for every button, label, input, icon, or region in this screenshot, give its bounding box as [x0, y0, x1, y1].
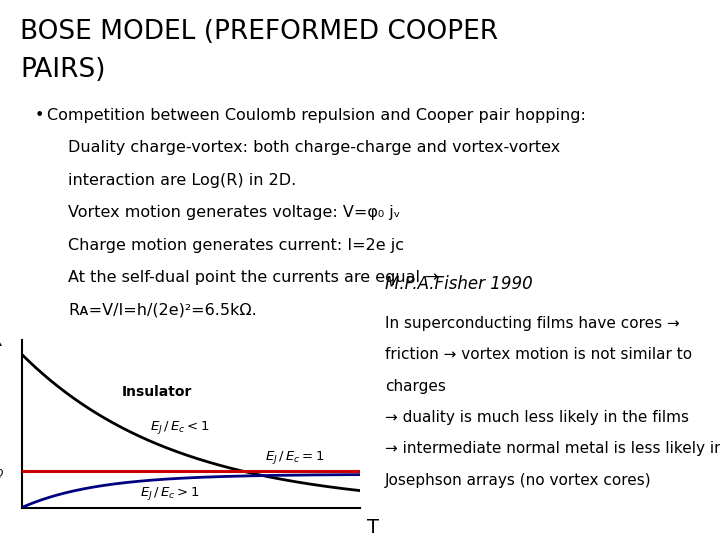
- Text: Charge motion generates current: I=2e jᴄ: Charge motion generates current: I=2e jᴄ: [68, 238, 405, 253]
- Text: Josephson arrays (no vortex cores): Josephson arrays (no vortex cores): [385, 472, 652, 488]
- Text: Insulator: Insulator: [122, 386, 192, 400]
- Text: $E_J\,/\,E_c > 1$: $E_J\,/\,E_c > 1$: [140, 485, 199, 502]
- Text: $E_J\,/\,E_c = 1$: $E_J\,/\,E_c = 1$: [265, 449, 325, 467]
- Text: interaction are Log(R) in 2D.: interaction are Log(R) in 2D.: [68, 173, 297, 188]
- Text: M.P.A.Fisher 1990: M.P.A.Fisher 1990: [385, 275, 533, 293]
- Text: T: T: [366, 518, 379, 537]
- Text: → duality is much less likely in the films: → duality is much less likely in the fil…: [385, 410, 689, 425]
- Text: •: •: [35, 108, 44, 123]
- Text: Duality charge-vortex: both charge-charge and vortex-vortex: Duality charge-vortex: both charge-charg…: [68, 140, 561, 156]
- Text: R: R: [0, 330, 1, 350]
- Text: Vortex motion generates voltage: V=φ₀ jᵥ: Vortex motion generates voltage: V=φ₀ jᵥ: [68, 205, 401, 220]
- Text: BOSE MODEL (PREFORMED COOPER: BOSE MODEL (PREFORMED COOPER: [20, 19, 498, 45]
- Text: $R_Q$: $R_Q$: [0, 462, 4, 481]
- Text: friction → vortex motion is not similar to: friction → vortex motion is not similar …: [385, 347, 693, 362]
- Text: Rᴀ=V/I=h/(2e)²=6.5kΩ.: Rᴀ=V/I=h/(2e)²=6.5kΩ.: [68, 302, 257, 318]
- Text: At the self-dual point the currents are equal →: At the self-dual point the currents are …: [68, 270, 439, 285]
- Text: Competition between Coulomb repulsion and Cooper pair hopping:: Competition between Coulomb repulsion an…: [47, 108, 585, 123]
- Text: charges: charges: [385, 379, 446, 394]
- Text: $E_J\,/\,E_c < 1$: $E_J\,/\,E_c < 1$: [150, 419, 210, 436]
- Text: → intermediate normal metal is less likely in: → intermediate normal metal is less like…: [385, 441, 720, 456]
- Text: In superconducting films have cores →: In superconducting films have cores →: [385, 316, 680, 331]
- Text: PAIRS): PAIRS): [20, 57, 106, 83]
